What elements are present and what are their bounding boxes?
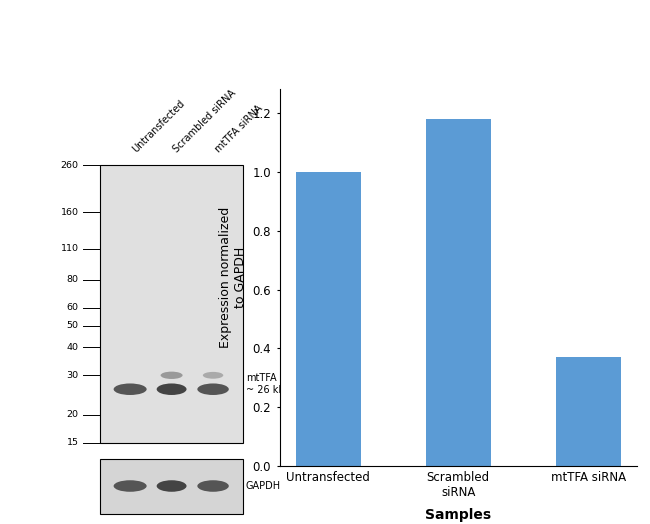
Text: Untransfected: Untransfected bbox=[130, 99, 187, 155]
Text: 60: 60 bbox=[67, 303, 79, 312]
Bar bbox=[296, 172, 361, 466]
Text: mtTFA
~ 26 kDa: mtTFA ~ 26 kDa bbox=[246, 373, 292, 395]
Text: 110: 110 bbox=[60, 244, 79, 253]
Ellipse shape bbox=[157, 480, 187, 492]
Bar bbox=[556, 357, 621, 466]
Text: GAPDH: GAPDH bbox=[246, 481, 281, 491]
Text: 20: 20 bbox=[67, 410, 79, 419]
Text: 30: 30 bbox=[66, 371, 79, 380]
Ellipse shape bbox=[198, 384, 229, 395]
Text: 160: 160 bbox=[60, 208, 79, 217]
Bar bbox=[100, 165, 243, 443]
Text: 40: 40 bbox=[67, 343, 79, 352]
Text: 260: 260 bbox=[60, 160, 79, 170]
Ellipse shape bbox=[203, 372, 224, 379]
Ellipse shape bbox=[161, 372, 183, 379]
Text: mtTFA siRNA: mtTFA siRNA bbox=[213, 103, 265, 155]
X-axis label: Samples: Samples bbox=[425, 508, 491, 521]
Y-axis label: Expression normalized
to GAPDH: Expression normalized to GAPDH bbox=[219, 207, 247, 348]
Ellipse shape bbox=[198, 480, 229, 492]
Text: Scrambled siRNA: Scrambled siRNA bbox=[172, 88, 238, 155]
Text: 80: 80 bbox=[67, 275, 79, 285]
Bar bbox=[426, 118, 491, 466]
Text: 50: 50 bbox=[67, 321, 79, 330]
Ellipse shape bbox=[114, 480, 147, 492]
Bar bbox=[100, 458, 243, 514]
Ellipse shape bbox=[114, 384, 147, 395]
Text: 15: 15 bbox=[67, 438, 79, 447]
Ellipse shape bbox=[157, 384, 187, 395]
